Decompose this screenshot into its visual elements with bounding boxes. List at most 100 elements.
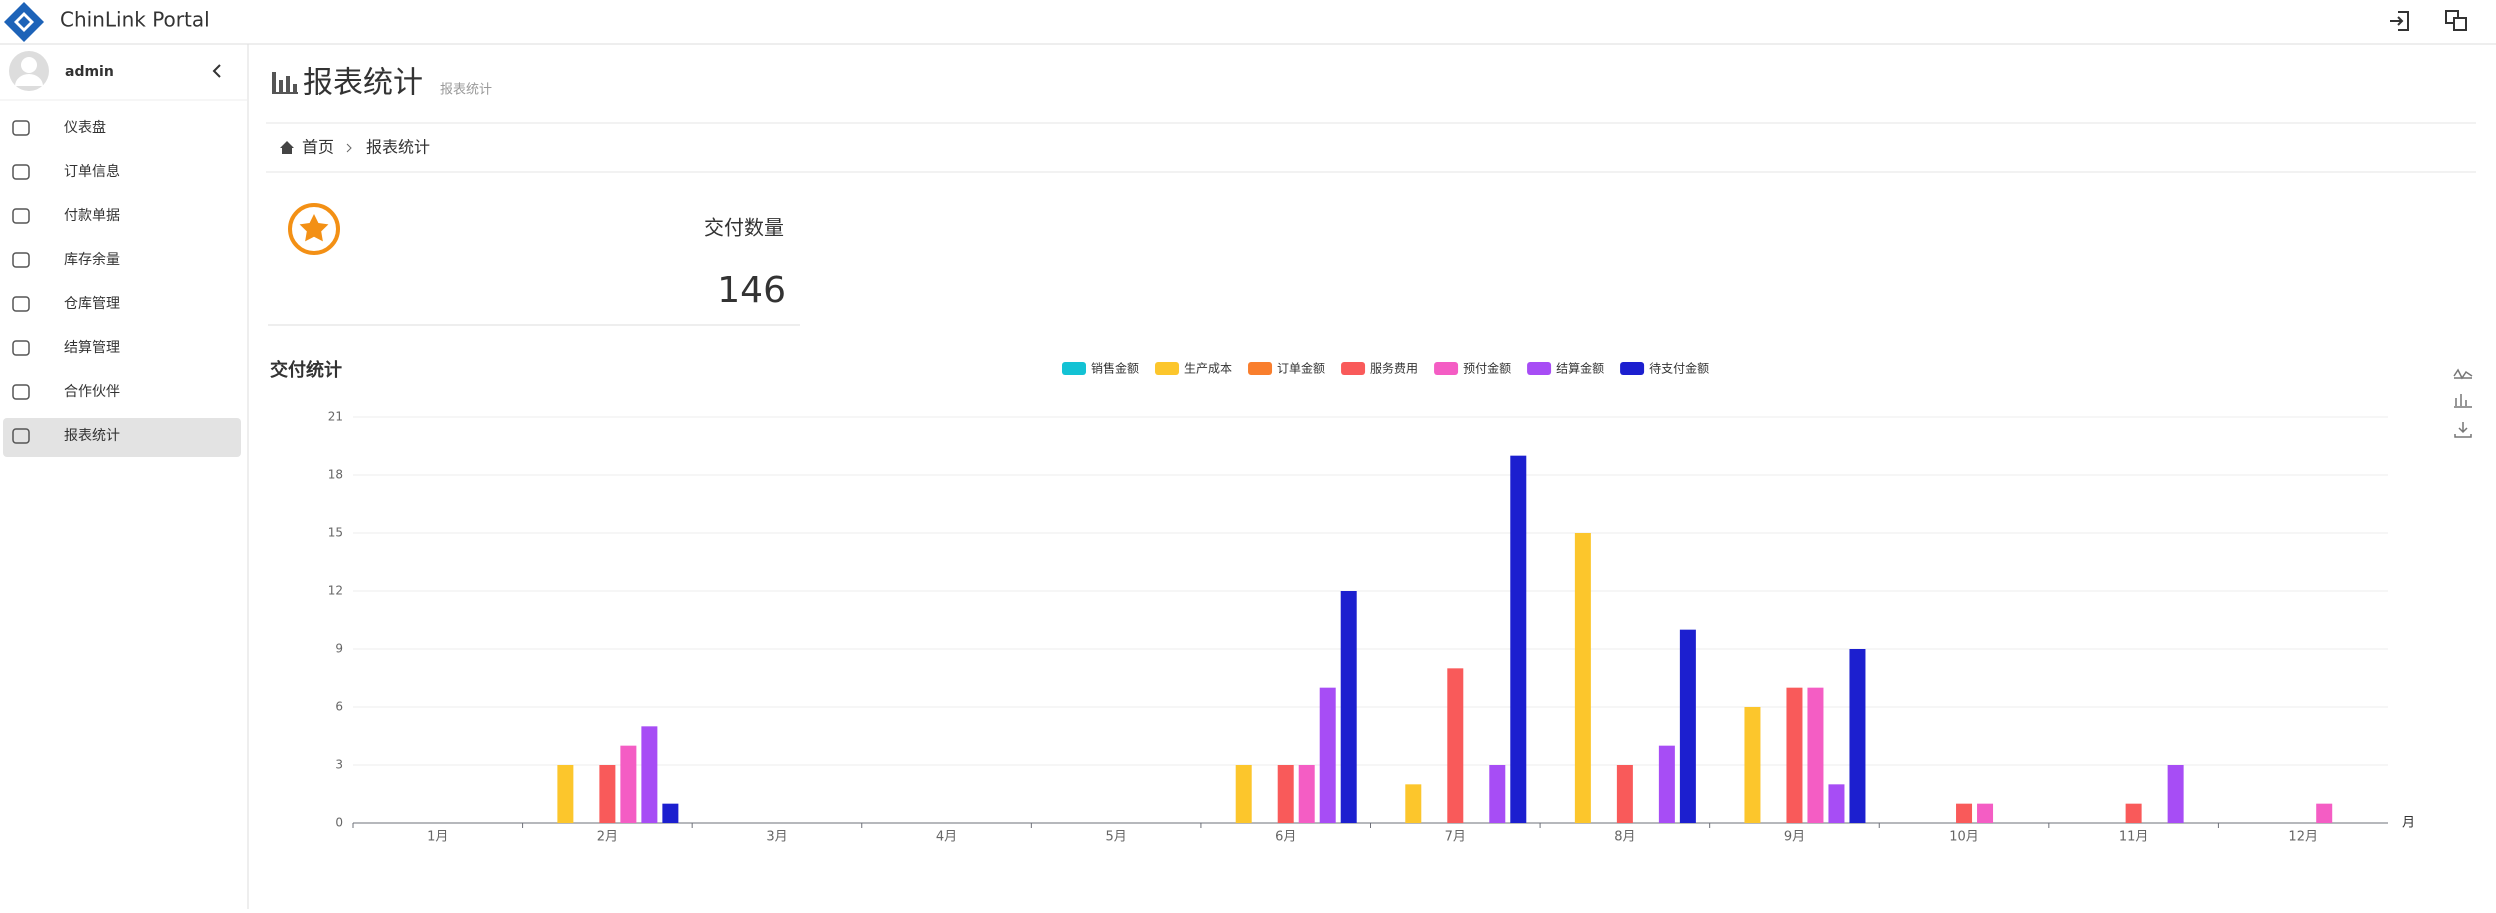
toolbox[interactable] <box>2453 368 2473 438</box>
menu-item[interactable]: 订单信息 <box>64 163 120 180</box>
x-tick-label: 1月 <box>427 830 448 845</box>
legend-label[interactable]: 预付金额 <box>1463 361 1511 376</box>
brand: ChinLink Portal <box>60 8 210 32</box>
star-icon <box>288 203 340 255</box>
menu-icon <box>12 164 30 180</box>
breadcrumb-separator <box>346 143 352 153</box>
y-tick-label: 15 <box>328 526 343 540</box>
y-tick-label: 0 <box>335 816 343 830</box>
x-tick-label: 10月 <box>1949 830 1979 845</box>
menu-icon <box>12 208 30 224</box>
bar <box>662 803 679 823</box>
legend-swatch <box>1620 362 1645 375</box>
y-tick-label: 21 <box>328 410 343 424</box>
bar <box>1574 533 1591 823</box>
y-tick-label: 12 <box>328 584 343 598</box>
legend-label[interactable]: 销售金额 <box>1091 361 1139 376</box>
home-icon <box>280 141 294 154</box>
bar <box>1849 649 1866 823</box>
menu-icon <box>12 296 30 312</box>
x-tick-label: 6月 <box>1275 830 1296 845</box>
legend-swatch <box>1155 362 1180 375</box>
menu-icon <box>12 340 30 356</box>
bar <box>1744 707 1761 823</box>
x-tick-label: 8月 <box>1614 830 1635 845</box>
y-tick-label: 18 <box>328 468 343 482</box>
card-value: 146 <box>717 270 786 311</box>
user-name: admin <box>65 64 114 80</box>
x-tick-label: 12月 <box>2288 830 2318 845</box>
legend-label[interactable]: 待支付金额 <box>1649 361 1709 376</box>
menu-item[interactable]: 结算管理 <box>64 340 120 356</box>
x-axis-label: 月 <box>2402 816 2415 831</box>
x-tick-label: 5月 <box>1105 830 1126 845</box>
bar <box>641 726 658 823</box>
x-tick-label: 2月 <box>597 830 618 845</box>
menu-item[interactable]: 合作伙伴 <box>64 384 120 400</box>
bar <box>557 765 574 823</box>
bar <box>1235 765 1252 823</box>
bar <box>1956 803 1973 823</box>
bar <box>2125 803 2142 823</box>
bar <box>1489 765 1506 823</box>
legend-swatch <box>1434 362 1459 375</box>
bar <box>1277 765 1294 823</box>
logout-icon[interactable] <box>2390 11 2409 31</box>
menu-icon <box>12 252 30 268</box>
collapse-icon[interactable] <box>212 64 221 78</box>
chart-title: 交付统计 <box>270 359 342 381</box>
breadcrumb-item[interactable]: 首页 <box>302 138 334 157</box>
active-menu-bg <box>3 418 241 457</box>
menu-item[interactable]: 库存余量 <box>64 251 120 268</box>
menu-item[interactable]: 仪表盘 <box>64 119 106 136</box>
legend-swatch <box>1062 362 1086 375</box>
menu-item[interactable]: 报表统计 <box>64 428 120 444</box>
bar <box>620 745 637 823</box>
page-subtitle: 报表统计 <box>440 83 492 98</box>
legend-swatch <box>1341 362 1366 375</box>
bar <box>1807 687 1824 823</box>
bar <box>1447 668 1464 823</box>
bar <box>599 765 616 823</box>
x-tick-label: 3月 <box>766 830 787 845</box>
bar <box>1616 765 1633 823</box>
bar <box>1977 803 1994 823</box>
bar <box>1786 687 1803 823</box>
x-tick-label: 4月 <box>936 830 957 845</box>
x-tick-label: 7月 <box>1445 830 1466 845</box>
bar <box>1679 629 1696 823</box>
avatar <box>9 51 49 91</box>
bar <box>1340 591 1357 823</box>
legend-label[interactable]: 服务费用 <box>1370 361 1418 376</box>
language-icon[interactable] <box>2445 10 2467 31</box>
logo <box>4 2 44 42</box>
menu-icon <box>12 384 30 400</box>
menu-item[interactable]: 付款单据 <box>64 208 120 224</box>
legend-label[interactable]: 生产成本 <box>1184 362 1232 376</box>
bar <box>2167 765 2184 823</box>
bar <box>1510 455 1527 823</box>
menu-icon <box>12 428 30 444</box>
page-title: 报表统计 <box>303 66 423 101</box>
y-tick-label: 6 <box>335 700 343 714</box>
x-tick-label: 11月 <box>2119 830 2149 845</box>
bar <box>2316 803 2333 823</box>
legend-label[interactable]: 结算金额 <box>1556 361 1604 376</box>
bar <box>1405 784 1422 823</box>
y-tick-label: 3 <box>335 758 343 772</box>
bar <box>1298 765 1315 823</box>
x-tick-label: 9月 <box>1784 830 1805 845</box>
bar <box>1828 784 1845 823</box>
card-label: 交付数量 <box>704 216 784 240</box>
legend-swatch <box>1527 362 1552 375</box>
title-icon <box>272 72 298 94</box>
y-tick-label: 9 <box>335 642 343 656</box>
breadcrumb-item: 报表统计 <box>366 138 430 157</box>
legend-swatch <box>1248 362 1273 375</box>
bar <box>1658 745 1675 823</box>
legend-label[interactable]: 订单金额 <box>1277 361 1325 376</box>
menu-item[interactable]: 仓库管理 <box>64 296 120 312</box>
bar <box>1319 687 1336 823</box>
menu-icon <box>12 120 30 136</box>
